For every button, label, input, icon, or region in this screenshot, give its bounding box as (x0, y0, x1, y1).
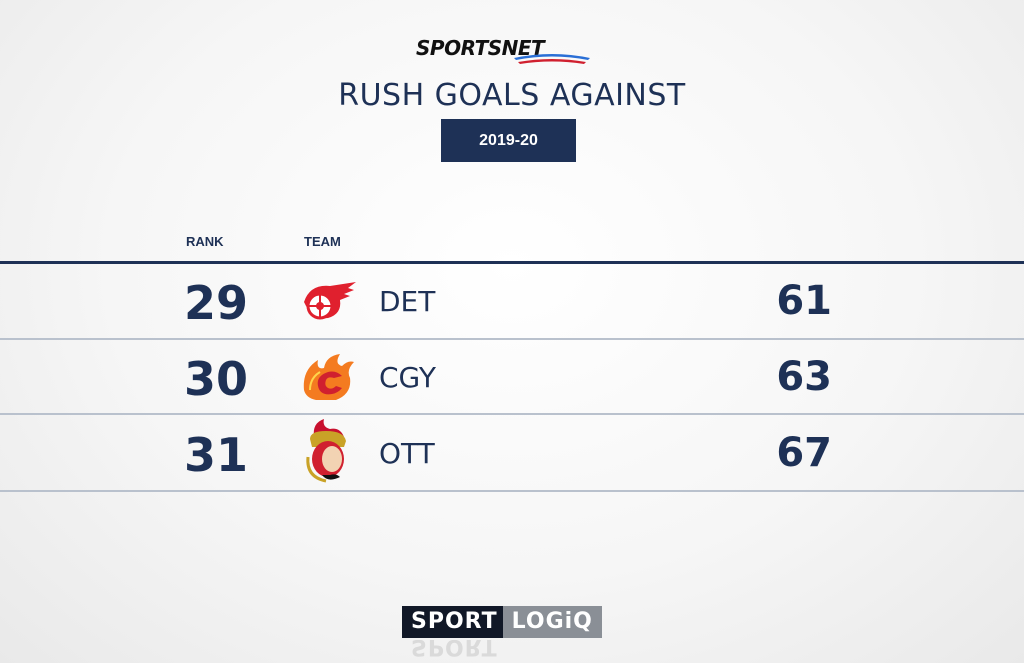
row-divider (0, 338, 1024, 340)
sportlogiq-logo-part-b: LOGiQ (502, 606, 602, 638)
table-top-divider (0, 261, 1024, 264)
table-row: 31 OTT 67 (0, 416, 1024, 491)
sportlogiq-logo: SPORT LOGiQ (402, 606, 602, 638)
row-divider (0, 490, 1024, 492)
season-badge: 2019-20 (441, 119, 576, 162)
rank-value: 30 (184, 352, 249, 406)
rank-value: 29 (184, 276, 249, 330)
sportsnet-wordmark: SPORTSNET (416, 36, 545, 60)
table-row: 30 CGY 63 (0, 340, 1024, 415)
sportsnet-logo: SPORTSNET (412, 34, 612, 68)
flames-icon (303, 354, 354, 400)
team-column-header: TEAM (304, 234, 341, 249)
page-title: RUSH GOALS AGAINST (338, 78, 686, 113)
sportlogiq-logo-part-a: SPORT (402, 606, 507, 638)
team-abbreviation: DET (379, 285, 436, 318)
rush-goals-value: 63 (776, 354, 832, 400)
senators-icon (306, 419, 346, 483)
team-abbreviation: OTT (379, 437, 435, 470)
rush-goals-value: 61 (776, 278, 832, 324)
rank-value: 31 (184, 428, 249, 482)
rank-column-header: RANK (186, 234, 224, 249)
table-row: 29 DET 61 (0, 264, 1024, 339)
sportsnet-swoosh-icon (514, 54, 590, 64)
sportlogiq-reflection-text: SPORT (411, 640, 498, 659)
team-abbreviation: CGY (379, 361, 436, 394)
red-wings-icon (304, 282, 356, 320)
row-divider (0, 413, 1024, 415)
rush-goals-value: 67 (776, 430, 832, 476)
sportlogiq-logo-reflection: SPORT (402, 640, 507, 662)
